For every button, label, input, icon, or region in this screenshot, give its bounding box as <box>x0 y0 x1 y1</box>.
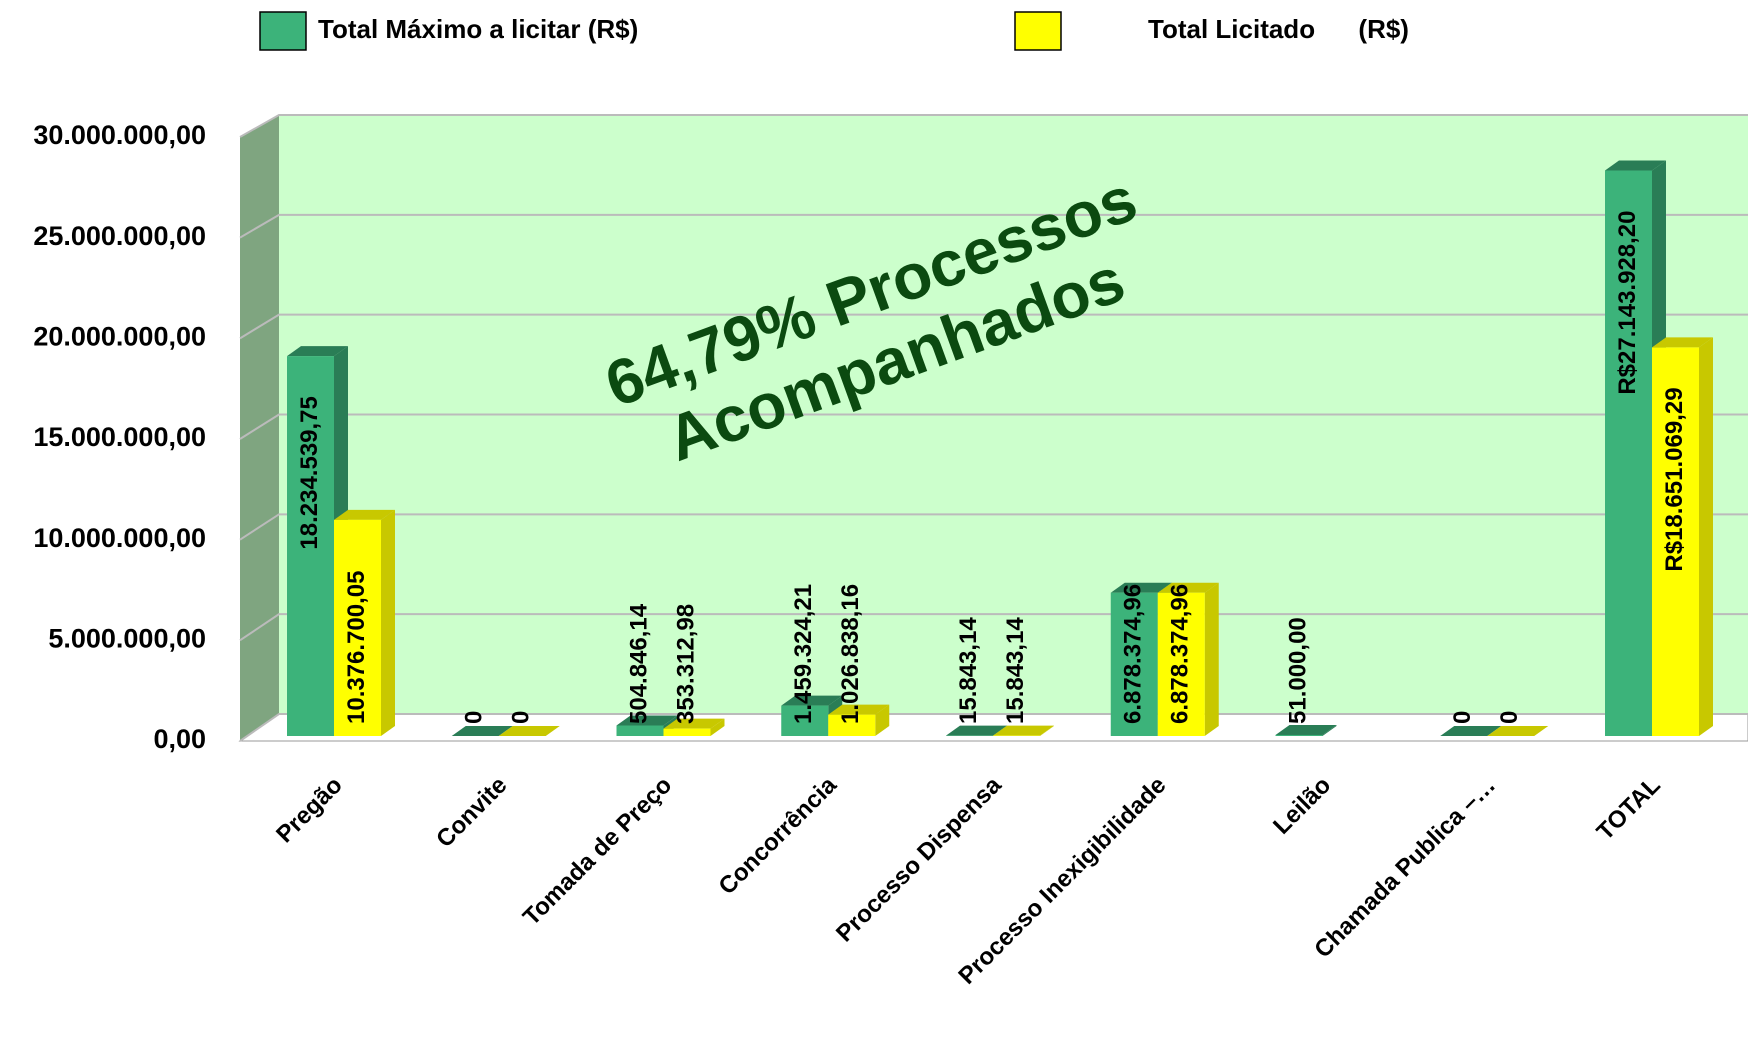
bar <box>1157 592 1205 736</box>
value-label: R$27.143.928,20 <box>1614 211 1641 395</box>
grid-line <box>239 613 1748 642</box>
x-tick-label: Leilão <box>1268 772 1336 840</box>
bar <box>781 705 829 736</box>
value-label: 10.376.700,05 <box>343 571 370 724</box>
x-tick-label: Processo Dispensa <box>831 771 1007 947</box>
bar-top <box>451 726 513 736</box>
value-label: 1.459.324,21 <box>790 584 817 724</box>
value-label: 15.843,14 <box>1002 617 1029 724</box>
bar-top <box>616 715 678 726</box>
bar-top <box>1652 337 1713 348</box>
legend-label: Total Licitado (R$) <box>1148 14 1409 44</box>
bar-top <box>1110 582 1172 593</box>
value-label: 18.234.539,75 <box>296 396 323 549</box>
value-label: 0 <box>1449 711 1476 724</box>
x-tick-label: Concorrência <box>713 771 842 900</box>
grid-line <box>239 413 1748 440</box>
value-label: 504.846,14 <box>625 603 652 724</box>
bar-top <box>1440 726 1502 736</box>
bar-top <box>1487 726 1549 736</box>
value-label: 0 <box>1496 711 1523 724</box>
value-label: 51.000,00 <box>1284 617 1311 724</box>
legend-swatch <box>259 11 307 51</box>
x-tick-label: TOTAL <box>1592 772 1666 846</box>
x-tick-label: Pregão <box>271 772 348 849</box>
bar <box>828 714 876 736</box>
x-tick-label: Convite <box>431 772 512 853</box>
bar <box>663 728 711 736</box>
value-label: 15.843,14 <box>955 617 982 724</box>
bar-side <box>1040 725 1054 736</box>
value-label: 6.878.374,96 <box>1167 584 1194 724</box>
bar-top <box>498 726 560 736</box>
value-label: 0 <box>508 711 535 724</box>
bar <box>334 519 381 736</box>
bar-side <box>710 718 725 736</box>
x-tick-label: Chamada Publica –… <box>1309 772 1501 964</box>
bar-top <box>287 346 348 357</box>
legend-swatch <box>1014 11 1062 51</box>
bar-side <box>875 704 890 736</box>
bar-top <box>1605 160 1666 171</box>
value-label: 1.026.838,16 <box>837 584 864 724</box>
value-label: 6.878.374,96 <box>1120 584 1147 724</box>
side-wall <box>240 115 279 741</box>
bar-top <box>334 509 395 520</box>
y-tick-label: 20.000.000,00 <box>33 321 206 351</box>
bar <box>1275 734 1323 736</box>
bar <box>287 356 334 736</box>
bar <box>616 725 664 736</box>
y-tick-label: 0,00 <box>153 724 206 754</box>
bar-top <box>781 695 843 706</box>
x-tick-label: Tomada de Preço <box>518 772 677 931</box>
y-tick-label: 25.000.000,00 <box>33 221 206 251</box>
legend-label: Total Máximo a licitar (R$) <box>318 14 638 44</box>
bar <box>1605 170 1652 737</box>
grid-line <box>239 213 1748 239</box>
bar-top <box>663 718 725 729</box>
value-label: 0 <box>461 711 488 724</box>
grid-line <box>239 114 1748 138</box>
bar-top <box>828 704 890 715</box>
bar-top <box>1157 582 1219 593</box>
grid-line <box>239 313 1748 340</box>
bar-top <box>946 725 1007 736</box>
y-tick-label: 10.000.000,00 <box>33 523 206 553</box>
y-tick-label: 15.000.000,00 <box>33 422 206 452</box>
y-tick-label: 30.000.000,00 <box>33 120 206 150</box>
bar <box>1110 592 1158 736</box>
bar-side <box>1322 724 1337 736</box>
value-label: 353.312,98 <box>672 604 699 724</box>
grid-line <box>239 713 1748 742</box>
bar-side <box>381 509 395 736</box>
bar <box>1652 347 1699 736</box>
bar-top <box>1275 724 1337 735</box>
value-label: R$18.651.069,29 <box>1661 387 1688 571</box>
y-tick-label: 5.000.000,00 <box>48 623 206 653</box>
bar-top <box>993 725 1054 736</box>
bar-side <box>1204 582 1219 736</box>
grid-line <box>239 513 1748 541</box>
bar-side <box>1699 337 1713 736</box>
